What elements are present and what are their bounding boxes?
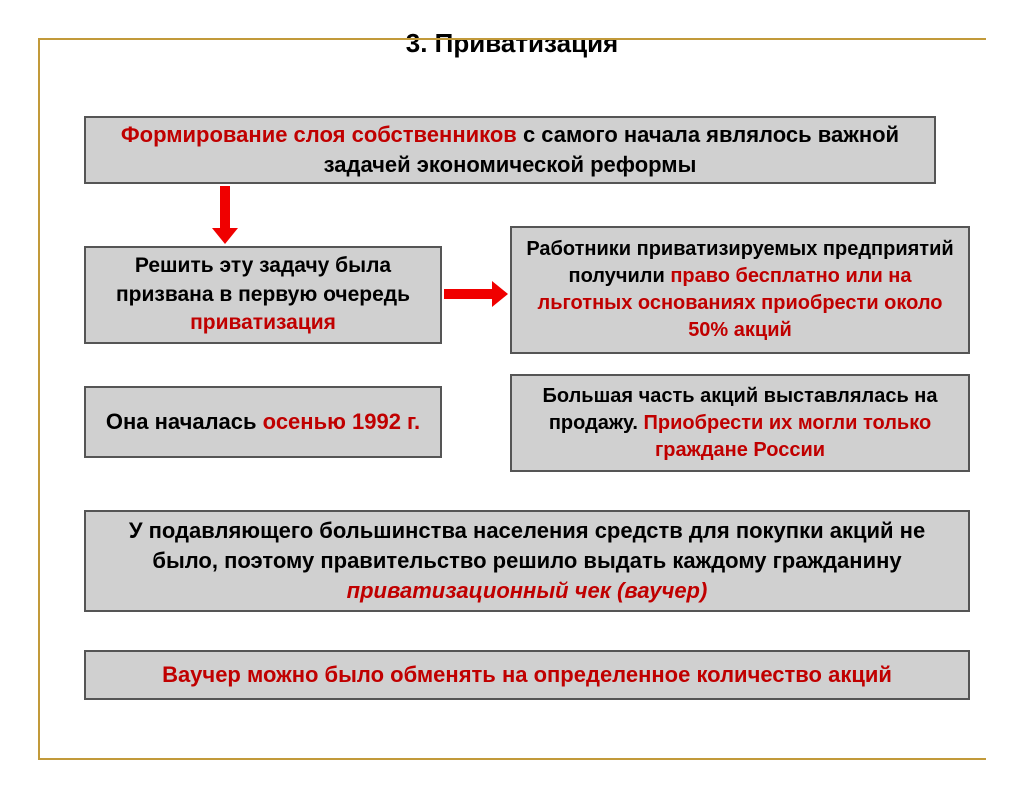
arrows-layer [0, 28, 1024, 795]
